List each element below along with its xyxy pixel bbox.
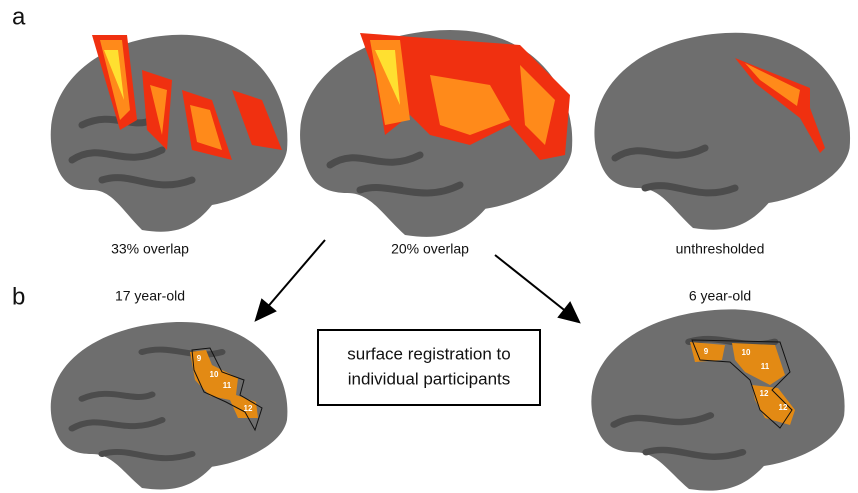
brain-17	[50, 322, 288, 490]
caption: unthresholded	[676, 241, 765, 257]
caption: 33% overlap	[111, 241, 189, 257]
region-number: 12	[760, 389, 769, 398]
box-text: surface registration to	[347, 344, 510, 363]
caption: 20% overlap	[391, 241, 469, 257]
regions-6	[690, 339, 795, 429]
region-number: 9	[704, 347, 709, 356]
region-number: 12	[779, 403, 788, 412]
box-text: individual participants	[348, 369, 511, 388]
brain-unthresholded	[594, 32, 851, 230]
text-box	[317, 329, 541, 406]
brain-33	[50, 34, 288, 232]
region-number: 9	[197, 354, 202, 363]
regions-17	[190, 347, 263, 432]
caption: 17 year-old	[115, 288, 185, 304]
region-number: 11	[223, 381, 232, 390]
region-number: 11	[761, 362, 770, 371]
brain-6	[591, 309, 845, 491]
brain-20	[300, 29, 573, 237]
region-number: 12	[244, 404, 253, 413]
caption: 6 year-old	[689, 288, 751, 304]
arrows	[254, 239, 581, 324]
panel-label: b	[12, 283, 25, 310]
region-labels: 9 10 11 12 9 10 11 12 12	[197, 347, 788, 413]
region-number: 10	[210, 370, 219, 379]
region-number: 10	[742, 348, 751, 357]
panel-label: a	[12, 3, 26, 30]
